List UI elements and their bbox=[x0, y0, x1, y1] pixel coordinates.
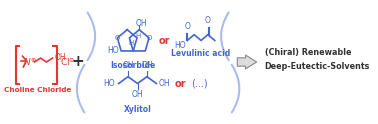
Text: HO: HO bbox=[174, 41, 186, 50]
Text: O: O bbox=[184, 22, 190, 31]
Text: Cl$^{\ominus}$: Cl$^{\ominus}$ bbox=[60, 56, 76, 68]
Text: or: or bbox=[175, 78, 186, 89]
Text: OH: OH bbox=[122, 61, 134, 70]
Text: HO: HO bbox=[104, 79, 115, 88]
Text: (...): (...) bbox=[191, 78, 208, 89]
Text: OH: OH bbox=[136, 19, 147, 28]
Text: Choline Chloride: Choline Chloride bbox=[4, 87, 71, 93]
Text: or: or bbox=[158, 36, 170, 46]
Text: O: O bbox=[205, 16, 211, 25]
Text: O: O bbox=[115, 35, 120, 41]
Text: OH: OH bbox=[55, 53, 67, 62]
Text: OH: OH bbox=[159, 79, 170, 88]
Text: H: H bbox=[128, 40, 133, 46]
Text: Xylitol: Xylitol bbox=[124, 105, 151, 114]
Text: +: + bbox=[71, 55, 84, 69]
Text: OH: OH bbox=[141, 61, 153, 70]
Text: H: H bbox=[135, 33, 140, 39]
Text: HO: HO bbox=[107, 46, 119, 55]
Text: O: O bbox=[146, 35, 152, 41]
Text: Isosorbide: Isosorbide bbox=[111, 61, 156, 70]
Text: $N^{\oplus}$: $N^{\oplus}$ bbox=[23, 56, 37, 68]
FancyArrowPatch shape bbox=[237, 55, 257, 69]
Text: (Chiral) Renewable: (Chiral) Renewable bbox=[265, 48, 351, 57]
Text: Levulinic acid: Levulinic acid bbox=[171, 49, 231, 58]
Text: OH: OH bbox=[132, 90, 143, 99]
Text: Deep-Eutectic-Solvents: Deep-Eutectic-Solvents bbox=[265, 62, 370, 71]
